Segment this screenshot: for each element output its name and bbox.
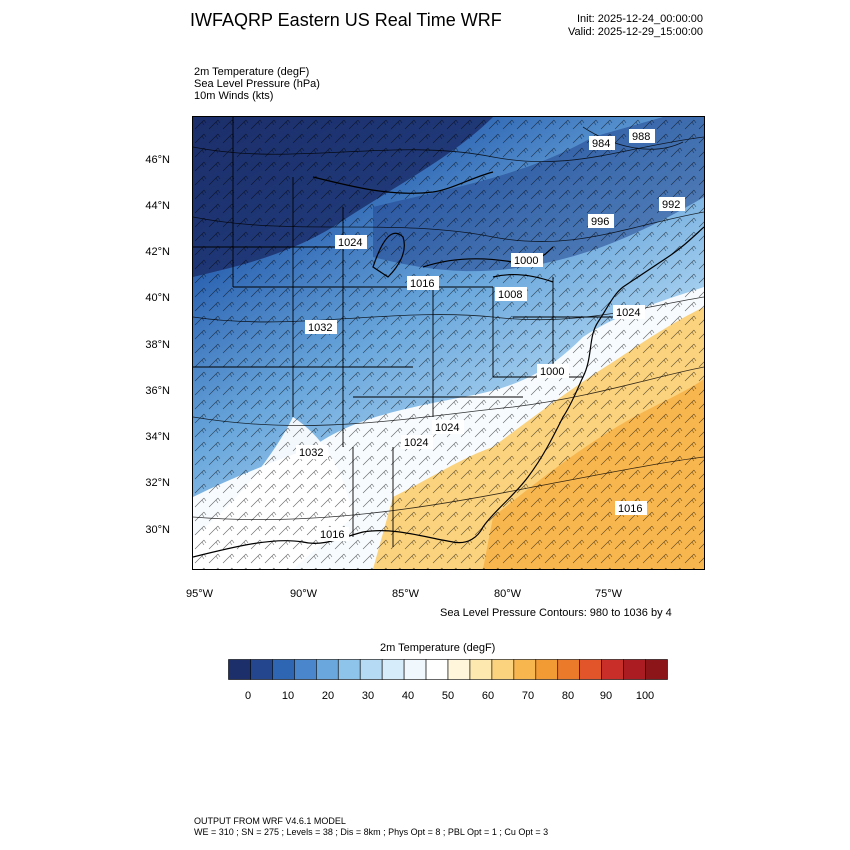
plot-title: IWFAQRP Eastern US Real Time WRF: [190, 10, 502, 30]
colorbar-box: [579, 659, 602, 680]
colorbar-box: [447, 659, 471, 680]
colorbar-box: [645, 659, 668, 680]
colorbar-title: 2m Temperature (degF): [380, 642, 496, 654]
run-times: Init: 2025-12-24_00:00:00 Valid: 2025-12…: [568, 13, 703, 39]
map-canvas: 984 988 992 996 1000 1008 1016 1024 1024…: [193, 117, 704, 569]
pressure-label: 1016: [615, 501, 647, 515]
field-pressure: Sea Level Pressure (hPa): [194, 78, 320, 90]
pressure-label: 1008: [495, 287, 527, 301]
lat-label: 38°N: [145, 339, 170, 351]
svg-text:992: 992: [662, 199, 680, 211]
pressure-label: 1000: [511, 253, 543, 267]
footer-config: WE = 310 ; SN = 275 ; Levels = 38 ; Dis …: [194, 827, 549, 837]
colorbar-box: [250, 659, 273, 680]
colorbar-tick-label: 70: [521, 690, 535, 702]
colorbar-tick-label: 100: [635, 690, 655, 702]
lat-label: 44°N: [145, 200, 170, 212]
svg-text:1000: 1000: [540, 366, 564, 378]
svg-text:1032: 1032: [299, 447, 323, 459]
field-temperature: 2m Temperature (degF): [194, 66, 310, 78]
colorbar-tick-label: 20: [321, 690, 335, 702]
svg-text:984: 984: [592, 138, 610, 150]
lat-label: 32°N: [145, 477, 170, 489]
colorbar-tick-label: 90: [599, 690, 613, 702]
init-time: Init: 2025-12-24_00:00:00: [577, 13, 703, 25]
svg-text:1024: 1024: [435, 422, 459, 434]
colorbar-tick-label: 40: [401, 690, 415, 702]
svg-text:1024: 1024: [404, 437, 428, 449]
lat-label: 40°N: [145, 292, 170, 304]
colorbar-box: [601, 659, 624, 680]
pressure-label: 992: [659, 197, 685, 211]
lat-label: 36°N: [145, 385, 170, 397]
colorbar-box: [557, 659, 581, 680]
valid-time: Valid: 2025-12-29_15:00:00: [568, 26, 703, 38]
pressure-label: 1032: [305, 320, 337, 334]
colorbar-box: [294, 659, 317, 680]
pressure-label: 988: [629, 129, 655, 143]
field-winds: 10m Winds (kts): [194, 90, 274, 102]
lat-label: 30°N: [145, 524, 170, 536]
colorbar-box: [228, 659, 251, 680]
model-footer: OUTPUT FROM WRF V4.6.1 MODEL WE = 310 ; …: [194, 816, 548, 838]
state-borders: [193, 117, 613, 547]
colorbar-tick-label: 30: [361, 690, 375, 702]
colorbar-tick-label: 0: [244, 690, 252, 702]
colorbar-box: [337, 659, 361, 680]
svg-text:1016: 1016: [618, 503, 642, 515]
wind-barbs: [193, 117, 704, 569]
colorbar-box: [425, 659, 449, 680]
colorbar: [228, 659, 668, 680]
colorbar-box: [535, 659, 559, 680]
colorbar-tick-label: 10: [281, 690, 295, 702]
colorbar-box: [381, 659, 405, 680]
colorbar-box: [272, 659, 295, 680]
pressure-label: 1016: [407, 276, 439, 290]
colorbar-box: [403, 659, 427, 680]
svg-text:1000: 1000: [514, 255, 538, 267]
svg-text:1032: 1032: [308, 322, 332, 334]
lon-label: 80°W: [494, 588, 522, 600]
colorbar-tick-label: 80: [561, 690, 575, 702]
lat-label: 42°N: [145, 246, 170, 258]
pressure-label: 1024: [613, 305, 645, 319]
lat-label: 34°N: [145, 431, 170, 443]
colorbar-tick-label: 60: [481, 690, 495, 702]
footer-model: OUTPUT FROM WRF V4.6.1 MODEL: [194, 816, 346, 826]
pressure-label: 1024: [401, 435, 433, 449]
pressure-label: 996: [588, 214, 614, 228]
colorbar-box: [469, 659, 493, 680]
colorbar-box: [359, 659, 383, 680]
lon-label: 90°W: [290, 588, 318, 600]
colorbar-box: [513, 659, 537, 680]
svg-text:1024: 1024: [338, 237, 362, 249]
lon-label: 75°W: [595, 588, 623, 600]
lon-label: 85°W: [392, 588, 420, 600]
svg-text:1008: 1008: [498, 289, 522, 301]
lat-label: 46°N: [145, 154, 170, 166]
pressure-label: 1024: [432, 420, 464, 434]
field-list: 2m Temperature (degF) Sea Level Pressure…: [194, 66, 320, 102]
weather-map: 984 988 992 996 1000 1008 1016 1024 1024…: [192, 116, 705, 570]
svg-text:1016: 1016: [410, 278, 434, 290]
pressure-label: 984: [589, 136, 615, 150]
lon-label: 95°W: [186, 588, 214, 600]
pressure-label: 1000: [537, 364, 569, 378]
colorbar-tick-label: 50: [441, 690, 455, 702]
svg-text:988: 988: [632, 131, 650, 143]
pressure-label: 1016: [317, 527, 349, 541]
colorbar-box: [491, 659, 515, 680]
svg-text:996: 996: [591, 216, 609, 228]
pressure-label: 1024: [335, 235, 367, 249]
svg-text:1024: 1024: [616, 307, 640, 319]
colorbar-box: [316, 659, 339, 680]
contour-note: Sea Level Pressure Contours: 980 to 1036…: [440, 607, 672, 619]
pressure-label: 1032: [296, 445, 328, 459]
colorbar-box: [623, 659, 646, 680]
svg-text:1016: 1016: [320, 529, 344, 541]
